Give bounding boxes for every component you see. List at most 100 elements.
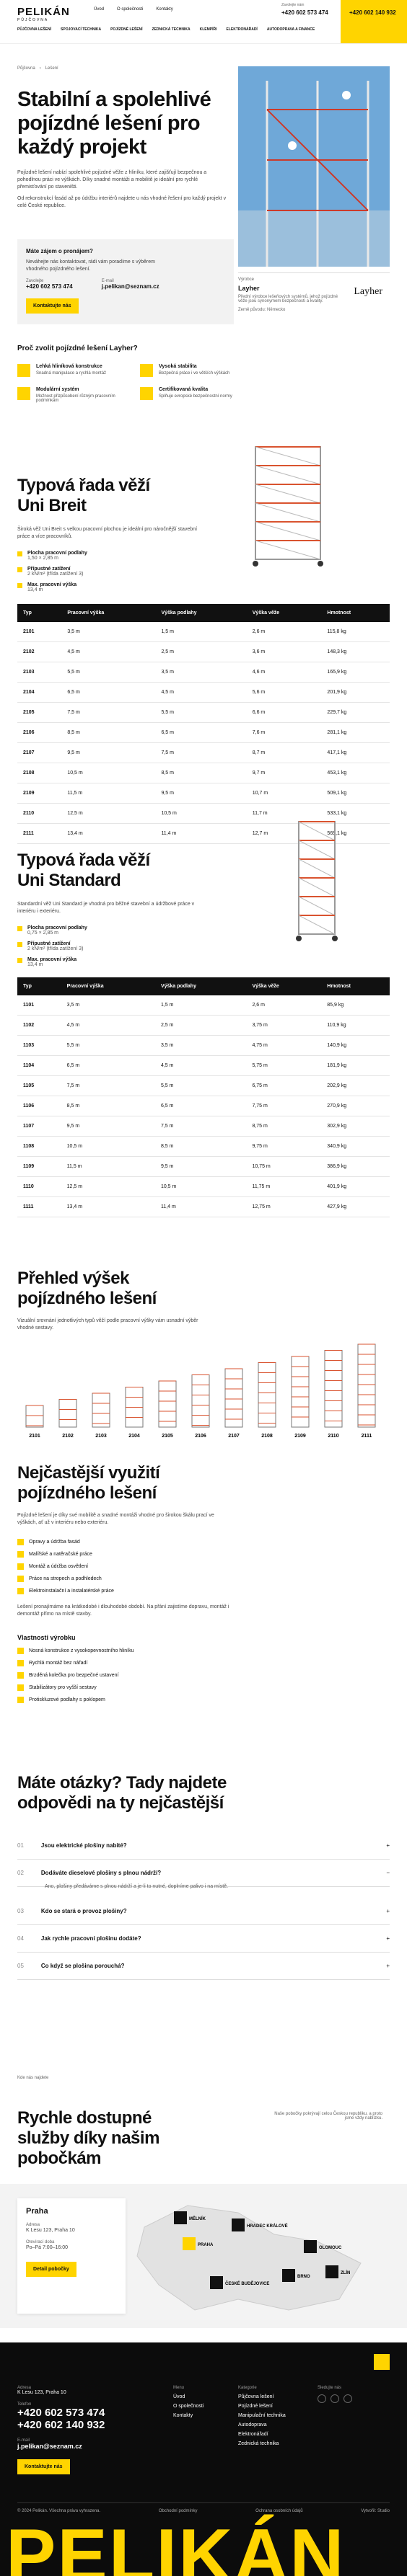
phone[interactable]: +420 602 573 474: [281, 9, 328, 16]
table-cell: 10,5 m: [155, 803, 247, 824]
table-cell: 2110: [17, 803, 62, 824]
tower: [58, 1399, 77, 1428]
footer-link[interactable]: O společnosti: [173, 2404, 204, 2409]
feature-text: Možnost přizpůsobení různým pracovním po…: [36, 394, 115, 403]
faq-item[interactable]: 02 Dodáváte dieselové plošiny s plnou nád…: [17, 1860, 390, 1889]
label: Zavolejte: [26, 279, 44, 283]
nav-link[interactable]: O společnosti: [117, 7, 144, 12]
usage-list: Opravy a údržba fasád Malířské a natěračs…: [17, 1539, 234, 1594]
table-cell: 1103: [17, 1035, 61, 1056]
faq-item[interactable]: 01 Jsou elektrické plošiny nabité? +: [17, 1832, 390, 1860]
feature: Modulární systém Možnost přizpůsobení růz…: [17, 387, 126, 403]
button[interactable]: Kontaktujte nás: [17, 2459, 70, 2474]
faq-number: 04: [17, 1935, 24, 1942]
table-cell: 11,5 m: [61, 783, 156, 804]
footer-link[interactable]: Půjčovna lešení: [238, 2394, 274, 2399]
nav-link[interactable]: Kontakty: [156, 7, 173, 12]
city-label: PRAHA: [198, 2243, 214, 2247]
email[interactable]: j.pelikan@seznam.cz: [101, 283, 159, 290]
logo[interactable]: PELIKÁN PŮJČOVNA: [17, 6, 70, 22]
social-icon[interactable]: [343, 2394, 352, 2403]
label: E-mail: [101, 279, 114, 283]
nav-link[interactable]: ELEKTRONÁŘADÍ: [226, 27, 258, 32]
table-cell: 2104: [17, 682, 62, 703]
phone[interactable]: +420 602 573 474: [26, 283, 73, 290]
nav-link[interactable]: KLEMPÍŘI: [199, 27, 217, 32]
prop-item: Brzděná kolečka pro bezpečné ustavení: [17, 1672, 234, 1679]
usage-item: Práce na stropech a podhledech: [17, 1576, 234, 1582]
tower: [324, 1350, 343, 1428]
map-pin[interactable]: [325, 2265, 338, 2278]
tower-label: 2107: [228, 1434, 240, 1439]
tower: [258, 1362, 276, 1428]
overview: Přehled výšek pojízdného lešení Vizuální…: [17, 1269, 205, 1337]
faq-item[interactable]: 03 Kdo se stará o provoz plošiny? +: [17, 1898, 390, 1925]
series-section: Typová řada věží Uni Breit Široká věž Uni…: [17, 446, 390, 844]
nav-link[interactable]: AUTODOPRAVA A FINANCE: [266, 27, 315, 32]
footer-link[interactable]: Autodoprava: [238, 2422, 267, 2428]
feature-text: Bezpečná práce i ve větších výškách: [159, 371, 230, 376]
footer-link[interactable]: Úvod: [173, 2394, 185, 2399]
breadcrumb-item[interactable]: Půjčovna: [17, 66, 35, 71]
spec-label: Max. pracovní výška: [27, 957, 77, 962]
nav-link[interactable]: ZEDNICKÁ TECHNIKA: [152, 27, 191, 32]
maker-origin: Země původu: Německo: [238, 308, 286, 312]
button[interactable]: Kontaktujte nás: [26, 298, 79, 314]
faq-row: 02 Dodáváte dieselové plošiny s plnou nád…: [17, 1860, 390, 1887]
paragraph: Lešení pronajímáme na krátkodobé i dlouh…: [17, 1604, 229, 1617]
table-cell: 5,5 m: [61, 1035, 155, 1056]
breadcrumb-item[interactable]: Lešení: [45, 66, 58, 71]
spec-label: Přípustné zatížení: [27, 941, 71, 946]
paragraph: Standardní věž Uni Standard je vhodná pr…: [17, 902, 195, 914]
nav-link[interactable]: SPOJOVACÍ TECHNIKA: [61, 27, 102, 32]
footer-link[interactable]: Pojízdné lešení: [238, 2404, 273, 2409]
button[interactable]: Detail pobočky: [26, 2262, 76, 2277]
subtitle: Vlastnosti výrobku: [17, 1634, 76, 1641]
table-cell: 1105: [17, 1075, 61, 1096]
faq-item[interactable]: 05 Co když se plošina porouchá? +: [17, 1953, 390, 1980]
section-title: Typová řada věží Uni Standard: [17, 850, 150, 890]
map-pin[interactable]: [232, 2219, 245, 2231]
link[interactable]: Obchodní podmínky: [158, 2509, 198, 2513]
map-pin[interactable]: [304, 2240, 317, 2253]
nav-link[interactable]: Úvod: [94, 7, 105, 12]
table-cell: 3,6 m: [246, 641, 322, 662]
column-header: Výška podlahy: [155, 604, 247, 622]
social-icon[interactable]: [318, 2394, 326, 2403]
footer-link[interactable]: Zednická technika: [238, 2441, 279, 2446]
email[interactable]: j.pelikan@seznam.cz: [17, 2443, 82, 2450]
table-row: 1108 10,5 m 8,5 m 9,75 m 340,9 kg: [17, 1136, 390, 1157]
footer-link[interactable]: Manipulační technika: [238, 2413, 286, 2418]
map-pin[interactable]: [183, 2237, 196, 2250]
phone[interactable]: +420 602 573 474: [17, 2407, 105, 2419]
section-title: Proč zvolit pojízdné lešení Layher?: [17, 345, 138, 352]
usage: Nejčastější využití pojízdného lešení Po…: [17, 1463, 234, 1710]
nav-link[interactable]: POJÍZDNÉ LEŠENÍ: [110, 27, 143, 32]
faq-item[interactable]: 04 Jak rychle pracovní plošinu dodáte? +: [17, 1925, 390, 1953]
faq: Máte otázky? Tady najdete odpovědi na ty…: [17, 1773, 390, 1980]
faq-question: Co když se plošina porouchá?: [40, 1963, 125, 1969]
table-cell: 2107: [17, 742, 62, 763]
map-pin[interactable]: [210, 2276, 223, 2289]
hero: Stabilní a spolehlivé pojízdné lešení pr…: [17, 88, 227, 210]
maker-logo: Layher: [354, 286, 382, 297]
table-cell: 12,5 m: [61, 803, 156, 824]
prop-item: Rychlá montáž bez nářadí: [17, 1660, 234, 1666]
spec: Přípustné zatížení 2 kN/m² (třída zatížen…: [17, 567, 390, 577]
table-cell: 4,5 m: [61, 1015, 155, 1036]
label: Menu: [173, 2386, 185, 2390]
phone[interactable]: +420 602 140 932: [17, 2419, 105, 2431]
social-icon[interactable]: [331, 2394, 339, 2403]
footer-link[interactable]: Elektronářadí: [238, 2432, 268, 2437]
footer-link[interactable]: Kontakty: [173, 2413, 193, 2418]
map-pin[interactable]: [174, 2211, 187, 2224]
table-cell: 5,75 m: [246, 1055, 322, 1076]
scroll-top[interactable]: [374, 2354, 390, 2370]
phone[interactable]: +420 602 140 932: [349, 9, 396, 16]
nav-link[interactable]: PŮJČOVNA LEŠENÍ: [17, 27, 52, 32]
spec-value: 0,75 × 2,85 m: [27, 931, 59, 936]
tower: [191, 1374, 210, 1428]
link[interactable]: Ochrana osobních údajů: [255, 2509, 303, 2513]
map-pin[interactable]: [282, 2269, 295, 2282]
big-logo: PELIKÁN: [6, 2514, 346, 2576]
